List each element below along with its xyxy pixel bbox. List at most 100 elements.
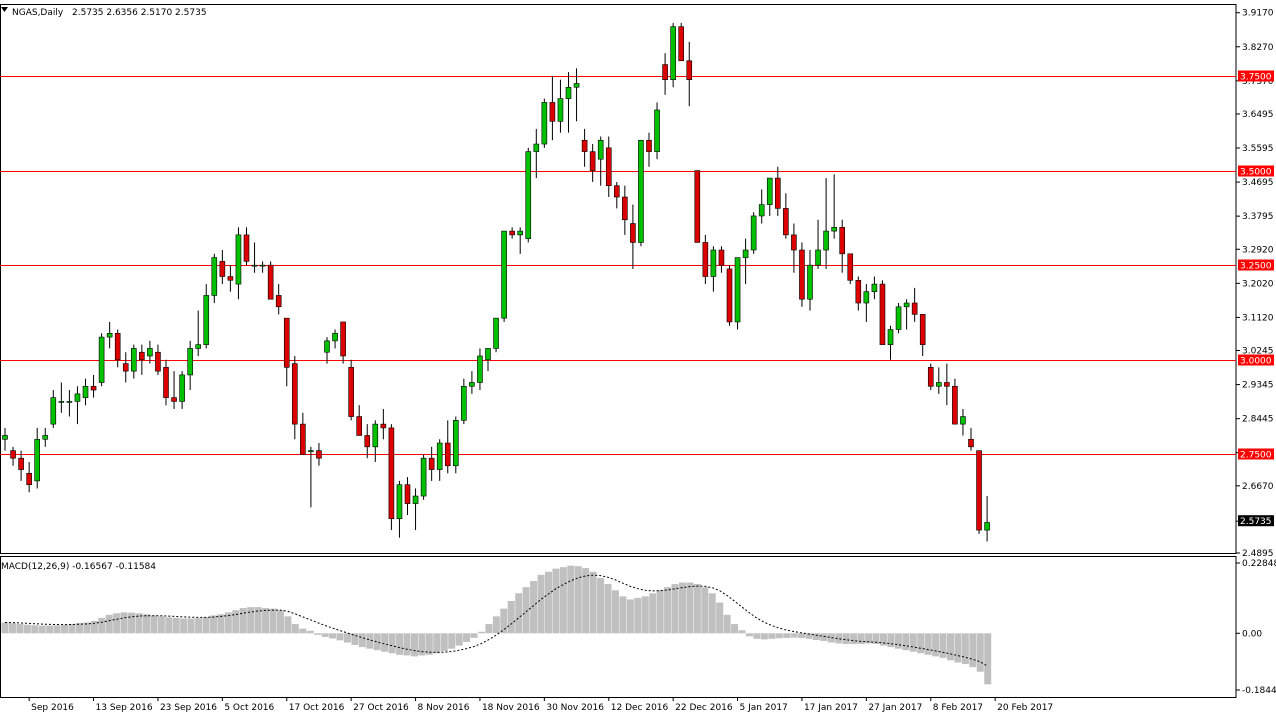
candle-up bbox=[823, 178, 829, 269]
macd-bar bbox=[879, 633, 887, 646]
date-tick-label: 20 Feb 2017 bbox=[997, 703, 1053, 713]
candle-body bbox=[179, 374, 185, 402]
date-tick-label: 30 Nov 2016 bbox=[546, 703, 604, 713]
candle-body bbox=[300, 423, 306, 455]
candle-down bbox=[219, 250, 226, 285]
candle-body bbox=[960, 416, 966, 425]
macd-bar bbox=[31, 625, 39, 634]
candle-body bbox=[903, 302, 910, 308]
candle-body bbox=[364, 435, 371, 448]
macd-bar bbox=[969, 633, 977, 668]
candle-down bbox=[155, 344, 161, 375]
macd-bar bbox=[217, 614, 225, 634]
candle-body bbox=[485, 348, 491, 361]
macd-bar bbox=[559, 567, 567, 634]
candle-body bbox=[718, 249, 725, 266]
candle-up bbox=[573, 68, 580, 122]
candle-up bbox=[895, 303, 902, 334]
date-tick-label: 13 Sep 2016 bbox=[96, 703, 153, 713]
price-panel bbox=[0, 22, 1236, 542]
macd-bar bbox=[291, 624, 299, 634]
candle-up bbox=[557, 79, 564, 133]
candle-body bbox=[493, 317, 499, 349]
macd-bar bbox=[299, 628, 307, 634]
candle-body bbox=[155, 351, 161, 372]
date-tick-label: 27 Oct 2016 bbox=[353, 703, 409, 713]
macd-bar bbox=[984, 633, 992, 685]
candle-body bbox=[259, 264, 266, 267]
candle-body bbox=[469, 382, 475, 387]
macd-bar bbox=[589, 571, 597, 634]
macd-bar bbox=[544, 571, 552, 634]
candle-body bbox=[477, 355, 483, 383]
macd-bar bbox=[403, 633, 411, 656]
candle-down bbox=[291, 355, 298, 440]
level-tag bbox=[1238, 70, 1274, 82]
macd-bar bbox=[693, 584, 701, 634]
macd-bar bbox=[946, 633, 954, 661]
level-tag-label: 3.2500 bbox=[1240, 262, 1272, 272]
dropdown-arrow-icon[interactable] bbox=[1, 7, 8, 12]
macd-bar bbox=[820, 633, 828, 641]
candle-down bbox=[444, 420, 451, 474]
candle-body bbox=[879, 283, 886, 345]
price-tick-label: 3.4695 bbox=[1242, 178, 1274, 188]
candle-up bbox=[903, 299, 910, 330]
candle-body bbox=[605, 147, 612, 186]
macd-bar bbox=[336, 633, 344, 641]
macd-label: MACD(12,26,9) -0.16567 -0.11584 bbox=[1, 562, 156, 572]
chart-header: NGAS,Daily 2.5735 2.6356 2.5170 2.5735 M… bbox=[1, 7, 207, 572]
candle-down bbox=[300, 412, 306, 455]
macd-bar bbox=[671, 584, 679, 634]
macd-bar bbox=[366, 633, 374, 649]
macd-tick-label: 0.22848 bbox=[1242, 559, 1276, 569]
level-tag-label: 3.0000 bbox=[1240, 357, 1272, 367]
candle-body bbox=[501, 230, 507, 319]
macd-bar bbox=[537, 574, 545, 634]
candle-up bbox=[710, 246, 717, 292]
candle-body bbox=[871, 283, 878, 292]
macd-bar bbox=[224, 612, 232, 634]
candle-up bbox=[308, 446, 314, 508]
candle-up bbox=[469, 371, 475, 394]
candle-down bbox=[340, 321, 346, 364]
candle-up bbox=[98, 333, 105, 387]
candle-down bbox=[163, 359, 169, 406]
macd-bar bbox=[872, 633, 880, 645]
candle-body bbox=[74, 393, 81, 402]
macd-bar bbox=[284, 616, 292, 634]
macd-bar bbox=[649, 593, 657, 634]
candle-body bbox=[340, 321, 346, 357]
macd-bar bbox=[678, 582, 686, 634]
price-tick-label: 3.0245 bbox=[1242, 347, 1274, 357]
candle-body bbox=[404, 484, 411, 504]
candle-body bbox=[251, 264, 258, 267]
macd-bar bbox=[455, 633, 463, 646]
candle-body bbox=[799, 249, 805, 300]
macd-bar bbox=[448, 633, 456, 649]
candle-down bbox=[114, 329, 121, 368]
candle-down bbox=[976, 450, 982, 534]
candle-up bbox=[742, 238, 749, 285]
macd-bar bbox=[708, 593, 716, 634]
candle-down bbox=[847, 253, 854, 285]
candle-up bbox=[259, 261, 266, 273]
candle-body bbox=[227, 276, 234, 281]
candle-body bbox=[98, 336, 105, 383]
date-tick-label: 8 Nov 2016 bbox=[418, 703, 470, 713]
candle-down bbox=[509, 227, 515, 239]
candle-up bbox=[887, 325, 894, 360]
macd-bar bbox=[180, 618, 188, 634]
candle-body bbox=[412, 495, 419, 504]
candle-down bbox=[783, 193, 789, 239]
macd-bar bbox=[262, 608, 270, 634]
candle-down bbox=[911, 287, 918, 322]
candle-down bbox=[380, 408, 387, 440]
candle-body bbox=[461, 385, 467, 421]
macd-bar bbox=[396, 633, 404, 655]
macd-bar bbox=[440, 633, 448, 652]
candle-up bbox=[211, 253, 218, 304]
candle-down bbox=[267, 261, 274, 300]
price-tick-label: 2.9345 bbox=[1242, 381, 1274, 391]
